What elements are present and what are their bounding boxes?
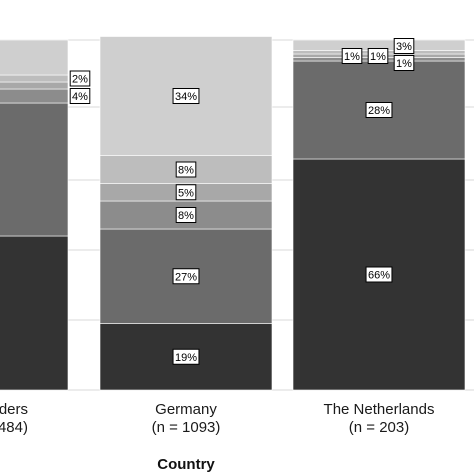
data-label: 66%: [365, 266, 393, 283]
data-label-text: 1%: [396, 58, 412, 70]
category-n-label: 484): [0, 419, 28, 436]
category-n-label: (n = 203): [349, 419, 409, 436]
data-label: 4%: [69, 88, 91, 104]
data-label-text: 8%: [178, 165, 194, 177]
data-label-box: [172, 88, 200, 104]
data-label: 1%: [393, 55, 415, 71]
bar-segment: [0, 88, 69, 104]
data-label-text: 27%: [175, 271, 197, 283]
x-axis-title: Country: [157, 456, 215, 473]
data-label-text: 3%: [396, 41, 412, 53]
data-label: 27%: [172, 268, 200, 285]
data-label-text: 19%: [175, 352, 197, 364]
data-label: 34%: [172, 88, 200, 104]
data-label-box: [341, 48, 363, 64]
data-label-box: [393, 38, 415, 54]
bar-segment: [0, 74, 69, 83]
data-label-box: [365, 266, 393, 283]
data-label-box: [365, 102, 393, 118]
data-label: 3%: [393, 38, 415, 54]
data-label-text: 1%: [370, 51, 386, 63]
data-label-box: [175, 184, 197, 201]
data-label: 1%: [341, 48, 363, 64]
bar-segment: [0, 39, 69, 76]
data-label: 28%: [365, 102, 393, 118]
data-label-layer: %%4%2%19%27%8%5%8%34%66%28%1%1%1%3%: [69, 38, 415, 365]
data-label-box: [69, 70, 91, 87]
data-label-box: [172, 348, 200, 365]
data-label-box: [367, 48, 389, 64]
category-label: The Netherlands: [324, 401, 435, 418]
category-n-label: (n = 1093): [152, 419, 221, 436]
data-label-box: [69, 88, 91, 104]
data-label-text: 4%: [72, 91, 88, 103]
data-label: 19%: [172, 348, 200, 365]
category-label: Germany: [155, 401, 217, 418]
category-label: ders: [0, 401, 28, 418]
data-label-text: 66%: [368, 270, 390, 282]
bar-segment: [0, 102, 69, 237]
data-label-text: 5%: [178, 187, 194, 199]
data-label: 2%: [69, 70, 91, 87]
data-label: 8%: [175, 207, 197, 223]
data-label-box: [393, 55, 415, 71]
data-label: 1%: [367, 48, 389, 64]
data-label-text: 8%: [178, 210, 194, 222]
data-label-box: [175, 161, 197, 178]
data-label-text: 2%: [72, 74, 88, 86]
data-label-text: 1%: [344, 51, 360, 63]
data-label: 5%: [175, 184, 197, 201]
data-label-text: 28%: [368, 105, 390, 117]
data-label-text: 34%: [175, 91, 197, 103]
bar-segment: [0, 81, 69, 90]
bar-segment: [0, 235, 69, 391]
bar-layer: [0, 36, 466, 391]
data-label-box: [175, 207, 197, 223]
data-label: 8%: [175, 161, 197, 178]
data-label-box: [172, 268, 200, 285]
